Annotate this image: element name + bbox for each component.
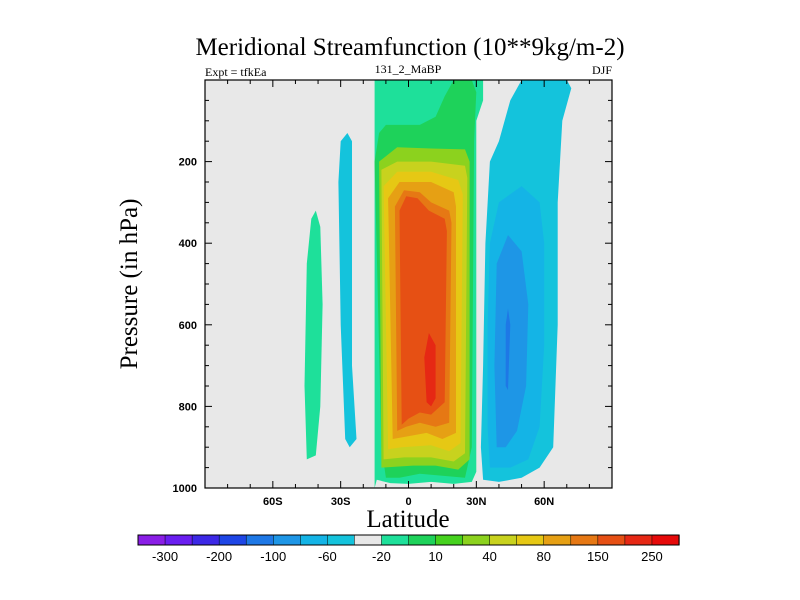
y-axis-label: Pressure (in hPa) [116,199,143,370]
contour-region-12 [494,235,529,448]
colorbar-swatch [245,534,274,546]
colorbar: -300 -200 -100 -60 -20 10 40 80 150 250 [137,534,680,564]
colorbar-swatch [543,534,572,546]
colorbar-swatch [516,534,545,546]
y-tick-label: 1000 [173,483,197,495]
colorbar-swatch [462,534,491,546]
colorbar-swatch [191,534,220,546]
y-tick-label: 600 [179,320,197,332]
x-tick-label: 60N [534,496,554,508]
center-label: 131_2_MaBP [375,62,442,76]
colorbar-swatch [218,534,247,546]
colorbar-label: 10 [428,549,442,564]
contour-region-8 [399,196,447,425]
colorbar-swatch [435,534,464,546]
colorbar-swatch [327,534,356,546]
contour-regions [304,80,572,488]
colorbar-label: 80 [537,549,551,564]
colorbar-label: -60 [318,549,337,564]
x-tick-label: 30S [331,496,351,508]
colorbar-label: 40 [482,549,496,564]
colorbar-swatch [137,534,166,546]
colorbar-swatch [624,534,653,546]
colorbar-swatch [354,534,383,546]
colorbar-swatch [651,534,680,546]
colorbar-label: -100 [260,549,286,564]
contour-region-15 [304,210,323,460]
y-tick-label: 800 [179,401,197,413]
colorbar-swatch [300,534,328,546]
colorbar-swatch [164,534,193,546]
contour-region-9 [424,333,436,407]
axis-ticks: 60S 30S 0 30N 60N 200 400 600 800 1000 [173,80,612,508]
colorbar-label: -300 [152,549,178,564]
colorbar-label: 150 [587,549,609,564]
x-axis-label: Latitude [366,506,449,533]
colorbar-label: 250 [641,549,663,564]
contour-region-14 [338,133,357,448]
colorbar-swatch [489,534,518,546]
colorbar-swatch [381,534,410,546]
colorbar-swatch [408,534,437,546]
colorbar-frame [137,534,680,546]
x-tick-label: 30N [466,496,486,508]
colorbar-swatch [570,534,599,546]
colorbar-label: -200 [206,549,232,564]
y-tick-label: 200 [179,157,197,169]
experiment-label: Expt = tfkEa [205,65,267,79]
contour-region-13 [505,308,511,391]
colorbar-swatch [273,534,301,546]
season-label: DJF [592,63,612,77]
x-tick-label: 0 [405,496,411,508]
chart-title: Meridional Streamfunction (10**9kg/m-2) [195,34,624,61]
colorbar-swatch [597,534,626,546]
y-tick-label: 400 [179,238,197,250]
colorbar-label: -20 [372,549,391,564]
x-tick-label: 60S [263,496,283,508]
